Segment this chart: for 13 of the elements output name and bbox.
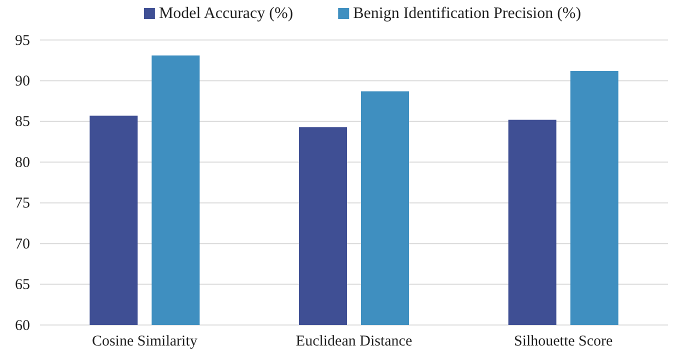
y-tick-label: 85	[15, 114, 30, 130]
x-tick-label: Cosine Similarity	[92, 334, 198, 350]
legend-label: Model Accuracy (%)	[158, 5, 294, 22]
y-tick-label: 80	[15, 154, 30, 171]
legend-label: Benign Identification Precision (%)	[353, 5, 582, 22]
y-tick-label: 75	[15, 196, 30, 212]
x-tick-label: Silhouette Score	[514, 334, 614, 350]
y-tick-label: 65	[15, 277, 30, 294]
x-tick-label: Euclidean Distance	[296, 334, 412, 350]
y-tick-label: 90	[15, 74, 30, 90]
y-tick-label: 95	[15, 32, 30, 49]
y-tick-label: 60	[15, 318, 30, 334]
y-tick-label: 70	[15, 236, 30, 252]
